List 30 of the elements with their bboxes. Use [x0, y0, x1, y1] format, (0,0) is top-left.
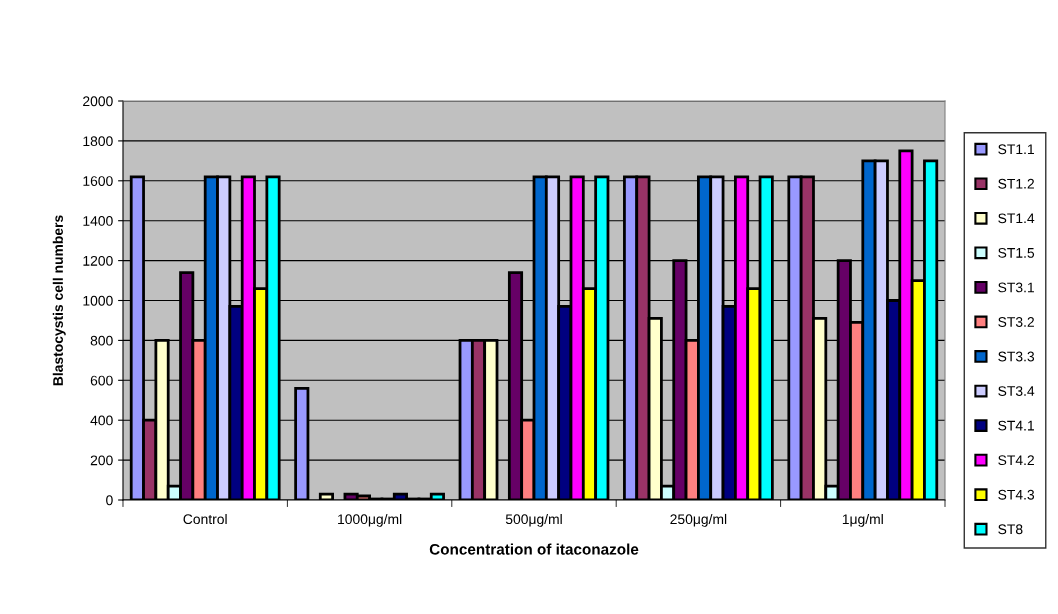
legend-label: ST8 — [998, 524, 1023, 535]
legend-label: ST4.1 — [998, 420, 1034, 431]
legend-label: ST1.5 — [998, 247, 1035, 258]
legend-label: ST1.1 — [998, 144, 1034, 155]
x-tick-label: 1000μg/ml — [338, 513, 402, 527]
y-tick-label: 1200 — [83, 255, 113, 266]
legend-label: ST3.4 — [998, 386, 1035, 396]
x-tick-label: 1μg/ml — [842, 513, 883, 527]
legend-label: ST4.2 — [998, 455, 1034, 466]
x-tick-label: 250μg/ml — [670, 513, 727, 527]
legend-label: ST3.3 — [998, 351, 1035, 362]
legend-label: ST1.4 — [998, 213, 1035, 224]
y-tick-label: 400 — [90, 415, 113, 426]
y-tick-label: 1800 — [83, 136, 113, 147]
legend-label: ST3.1 — [998, 282, 1034, 293]
x-tick-label: Control — [183, 513, 227, 525]
y-tick-label: 0 — [106, 495, 113, 506]
y-tick-label: 200 — [90, 455, 113, 466]
y-tick-label: 600 — [90, 375, 113, 386]
legend-label: ST1.2 — [998, 178, 1034, 189]
y-tick-label: 1400 — [83, 216, 113, 226]
legend-label: ST4.3 — [998, 489, 1035, 500]
y-tick-label: 800 — [90, 335, 113, 346]
legend-label: ST3.2 — [998, 317, 1034, 327]
x-tick-label: 500μg/ml — [505, 513, 562, 527]
y-axis-title: Blastocystis cell numbers — [52, 215, 66, 386]
y-tick-label: 1600 — [83, 176, 113, 186]
x-axis-title: Concentration of itaconazole — [429, 543, 639, 555]
y-tick-label: 2000 — [83, 96, 113, 107]
y-tick-label: 1000 — [83, 295, 113, 306]
